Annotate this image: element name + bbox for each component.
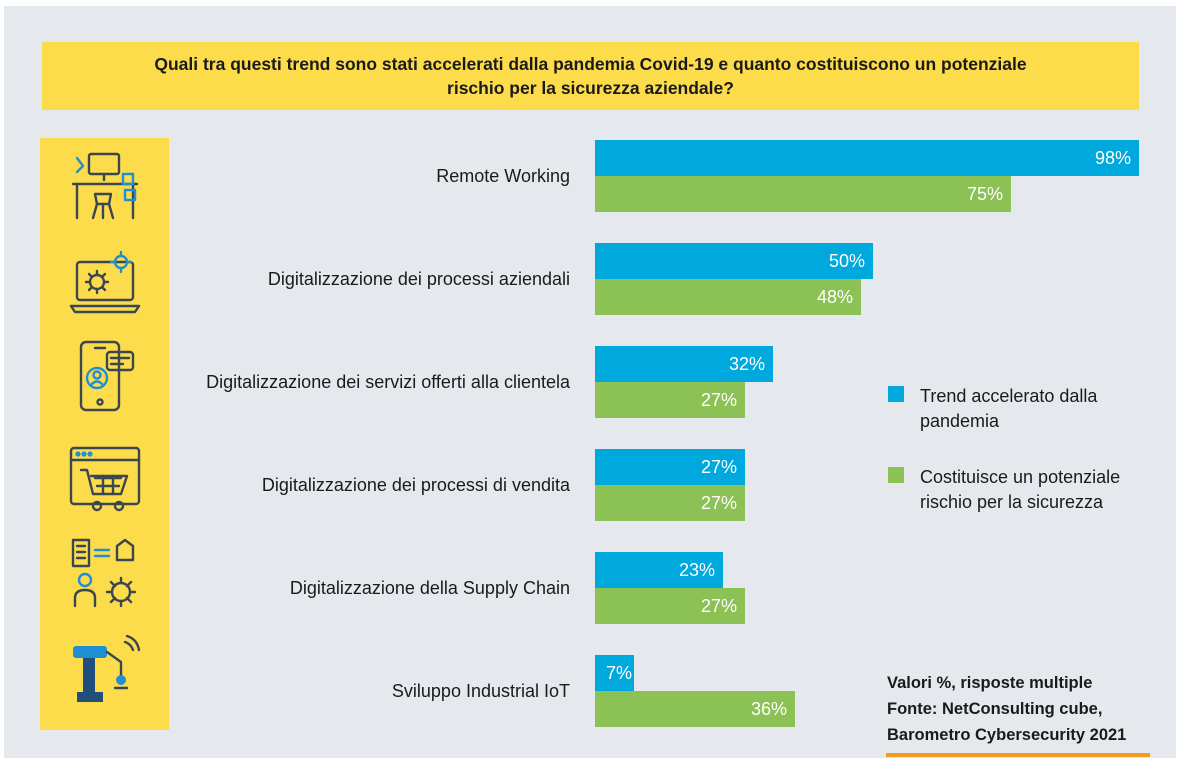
- bar-value-label: 23%: [678, 560, 715, 580]
- note-underline: [886, 753, 1150, 757]
- web-cart-icon: [67, 442, 143, 518]
- chart-title: Quali tra questi trend sono stati accele…: [154, 54, 1027, 98]
- category-label: Digitalizzazione dei processi di vendita: [261, 475, 570, 495]
- bar-value-label: 98%: [1094, 148, 1131, 168]
- laptop-gear-icon: [67, 244, 143, 320]
- bar-value-label: 75%: [966, 184, 1003, 204]
- bar-risk: 27%: [595, 588, 745, 624]
- legend-label-risk: Costituisce un potenziale rischio per la…: [920, 467, 1121, 512]
- note-line-1: Valori %, risposte multiple: [887, 674, 1093, 692]
- legend-label-trend: Trend accelerato dalla pandemia: [920, 386, 1098, 431]
- bar-trend: 27%: [595, 449, 745, 485]
- title-banner: Quali tra questi trend sono stati accele…: [42, 42, 1139, 110]
- note-line-2: Fonte: NetConsulting cube,: [887, 700, 1103, 718]
- bar-value-label: 50%: [828, 251, 865, 271]
- legend-swatch-risk: [888, 467, 904, 483]
- source-note: Valori %, risposte multiple Fonte: NetCo…: [887, 670, 1126, 748]
- bar-value-label: 32%: [728, 354, 765, 374]
- bar-trend: 98%: [595, 140, 1139, 176]
- bar-risk: 36%: [595, 691, 795, 727]
- category-label: Digitalizzazione dei processi aziendali: [267, 269, 570, 289]
- legend-swatch-trend: [888, 386, 904, 402]
- bar-trend: 32%: [595, 346, 773, 382]
- robot-arm-icon: [67, 632, 143, 708]
- bar-risk: 48%: [595, 279, 861, 315]
- bar-value-label: 27%: [700, 493, 737, 513]
- smartphone-chat-icon: [67, 338, 143, 414]
- bar-value-label: 48%: [816, 287, 853, 307]
- category-label: Digitalizzazione dei servizi offerti all…: [206, 372, 570, 392]
- note-line-3: Barometro Cybersecurity 2021: [887, 726, 1127, 744]
- category-label: Sviluppo Industrial IoT: [391, 681, 570, 701]
- category-label: Remote Working: [436, 166, 570, 186]
- bar-trend: 7%: [595, 655, 634, 691]
- bar-trend: 23%: [595, 552, 723, 588]
- bar-value-label: 27%: [700, 596, 737, 616]
- bar-risk: 27%: [595, 485, 745, 521]
- bar-value-label: 7%: [605, 663, 632, 683]
- bar-risk: 27%: [595, 382, 745, 418]
- bar-value-label: 27%: [700, 390, 737, 410]
- bar-risk: 75%: [595, 176, 1011, 212]
- bar-value-label: 27%: [700, 457, 737, 477]
- panel-background: [4, 6, 1176, 758]
- bar-value-label: 36%: [750, 699, 787, 719]
- category-label: Digitalizzazione della Supply Chain: [289, 578, 570, 598]
- icon-strip: [40, 138, 169, 730]
- supply-chain-icon: [67, 536, 143, 612]
- bar-trend: 50%: [595, 243, 873, 279]
- desk-workstation-icon: [67, 148, 143, 224]
